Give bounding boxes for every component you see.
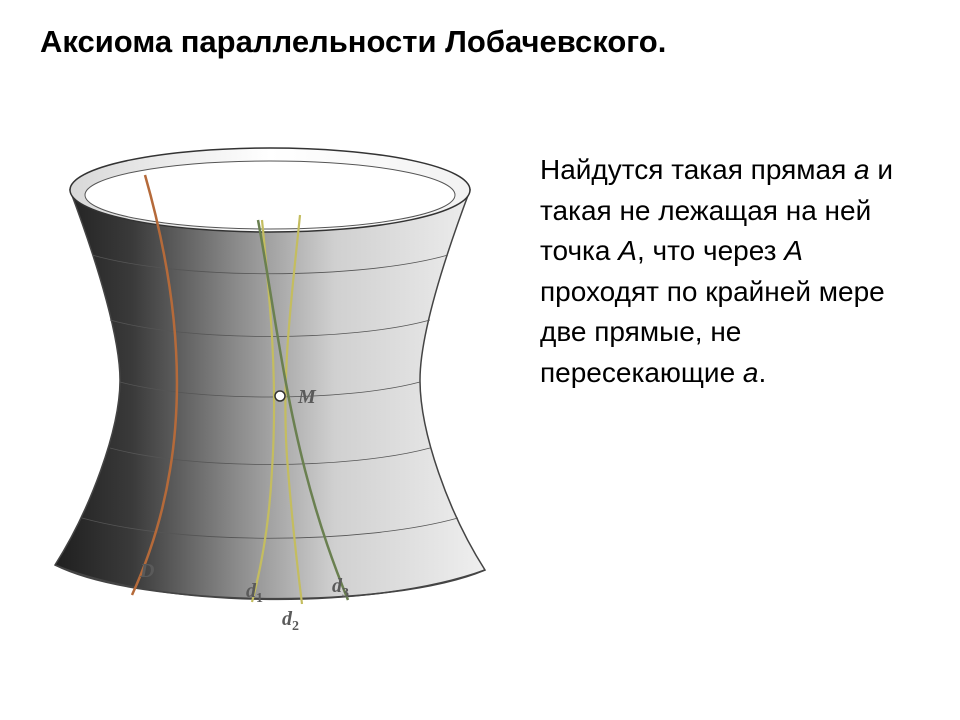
text-seg6: А <box>784 235 803 266</box>
label-d1: d1 <box>246 580 263 607</box>
label-d3: d3 <box>332 575 349 602</box>
text-seg8: а <box>743 357 759 388</box>
label-M: M <box>298 386 316 409</box>
axiom-text: Найдутся такая прямая а и такая не лежащ… <box>540 150 920 394</box>
top-ellipse-inner <box>85 161 455 229</box>
text-seg5: , что через <box>637 235 784 266</box>
text-seg4: А <box>618 235 637 266</box>
label-D: D <box>140 560 154 583</box>
text-seg1: Найдутся такая прямая <box>540 154 854 185</box>
point-M <box>275 391 285 401</box>
text-seg2: а <box>854 154 870 185</box>
text-seg7: проходят по крайней мере две прямые, не … <box>540 276 885 388</box>
text-seg9: . <box>759 357 767 388</box>
label-d2: d2 <box>282 608 299 635</box>
diagram-svg <box>20 120 520 640</box>
hyperboloid-diagram: M D d1 d2 d3 <box>20 120 520 640</box>
page-title: Аксиома параллельности Лобачевского. <box>40 24 920 60</box>
